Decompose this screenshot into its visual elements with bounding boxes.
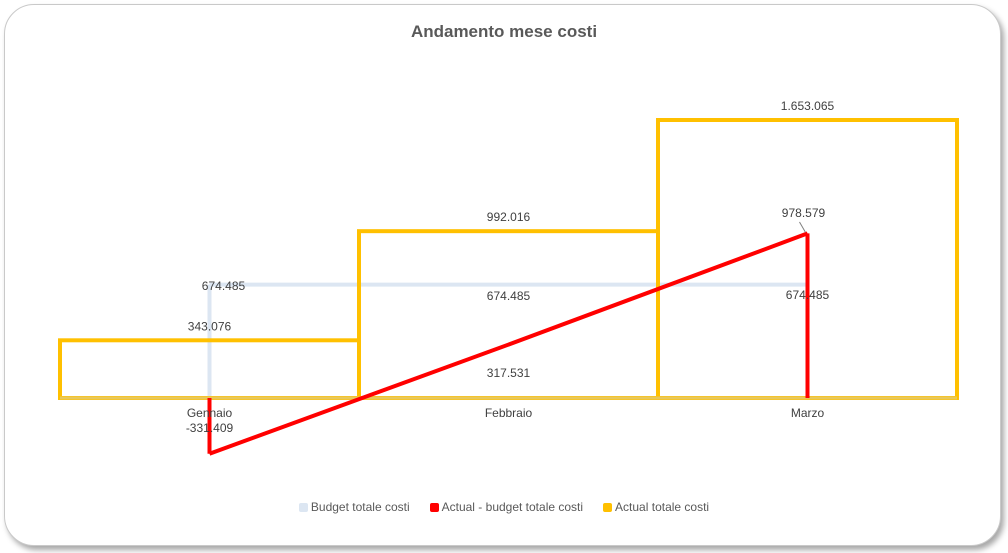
- actual-data-label-2: 1.653.065: [781, 99, 835, 113]
- diff-data-label-1: 317.531: [487, 366, 531, 380]
- legend-label-budget: Budget totale costi: [310, 500, 410, 514]
- budget-data-label-2: 674.485: [786, 288, 830, 302]
- budget-data-label-0: 674.485: [202, 279, 246, 293]
- x-tick-label-2: Marzo: [791, 406, 825, 420]
- diff-data-label-2: 978.579: [782, 206, 826, 220]
- chart-title: Andamento mese costi: [410, 22, 598, 41]
- x-tick-label-0: Gennaio: [187, 406, 233, 420]
- legend-label-actual: Actual totale costi: [615, 500, 710, 514]
- x-tick-label-1: Febbraio: [485, 406, 533, 420]
- budget-data-label-1: 674.485: [487, 289, 531, 303]
- chart-card: [4, 4, 1001, 546]
- legend-label-diff: Actual - budget totale costi: [441, 500, 584, 514]
- legend-item-actual[interactable]: Actual totale costi: [603, 500, 709, 514]
- diff-data-label-0: -331.409: [186, 421, 234, 435]
- actual-data-label-1: 992.016: [487, 210, 531, 224]
- actual-data-label-0: 343.076: [188, 319, 232, 333]
- legend-swatch-actual: [603, 502, 613, 512]
- legend-swatch-diff: [429, 502, 439, 512]
- legend-item-budget[interactable]: Budget totale costi: [298, 500, 410, 514]
- legend: Budget totale costi Actual - budget tota…: [0, 500, 1008, 514]
- legend-swatch-budget: [298, 502, 308, 512]
- diff-line: [208, 231, 809, 456]
- legend-item-diff[interactable]: Actual - budget totale costi: [429, 500, 584, 514]
- diff-label-leader-2: [799, 221, 806, 233]
